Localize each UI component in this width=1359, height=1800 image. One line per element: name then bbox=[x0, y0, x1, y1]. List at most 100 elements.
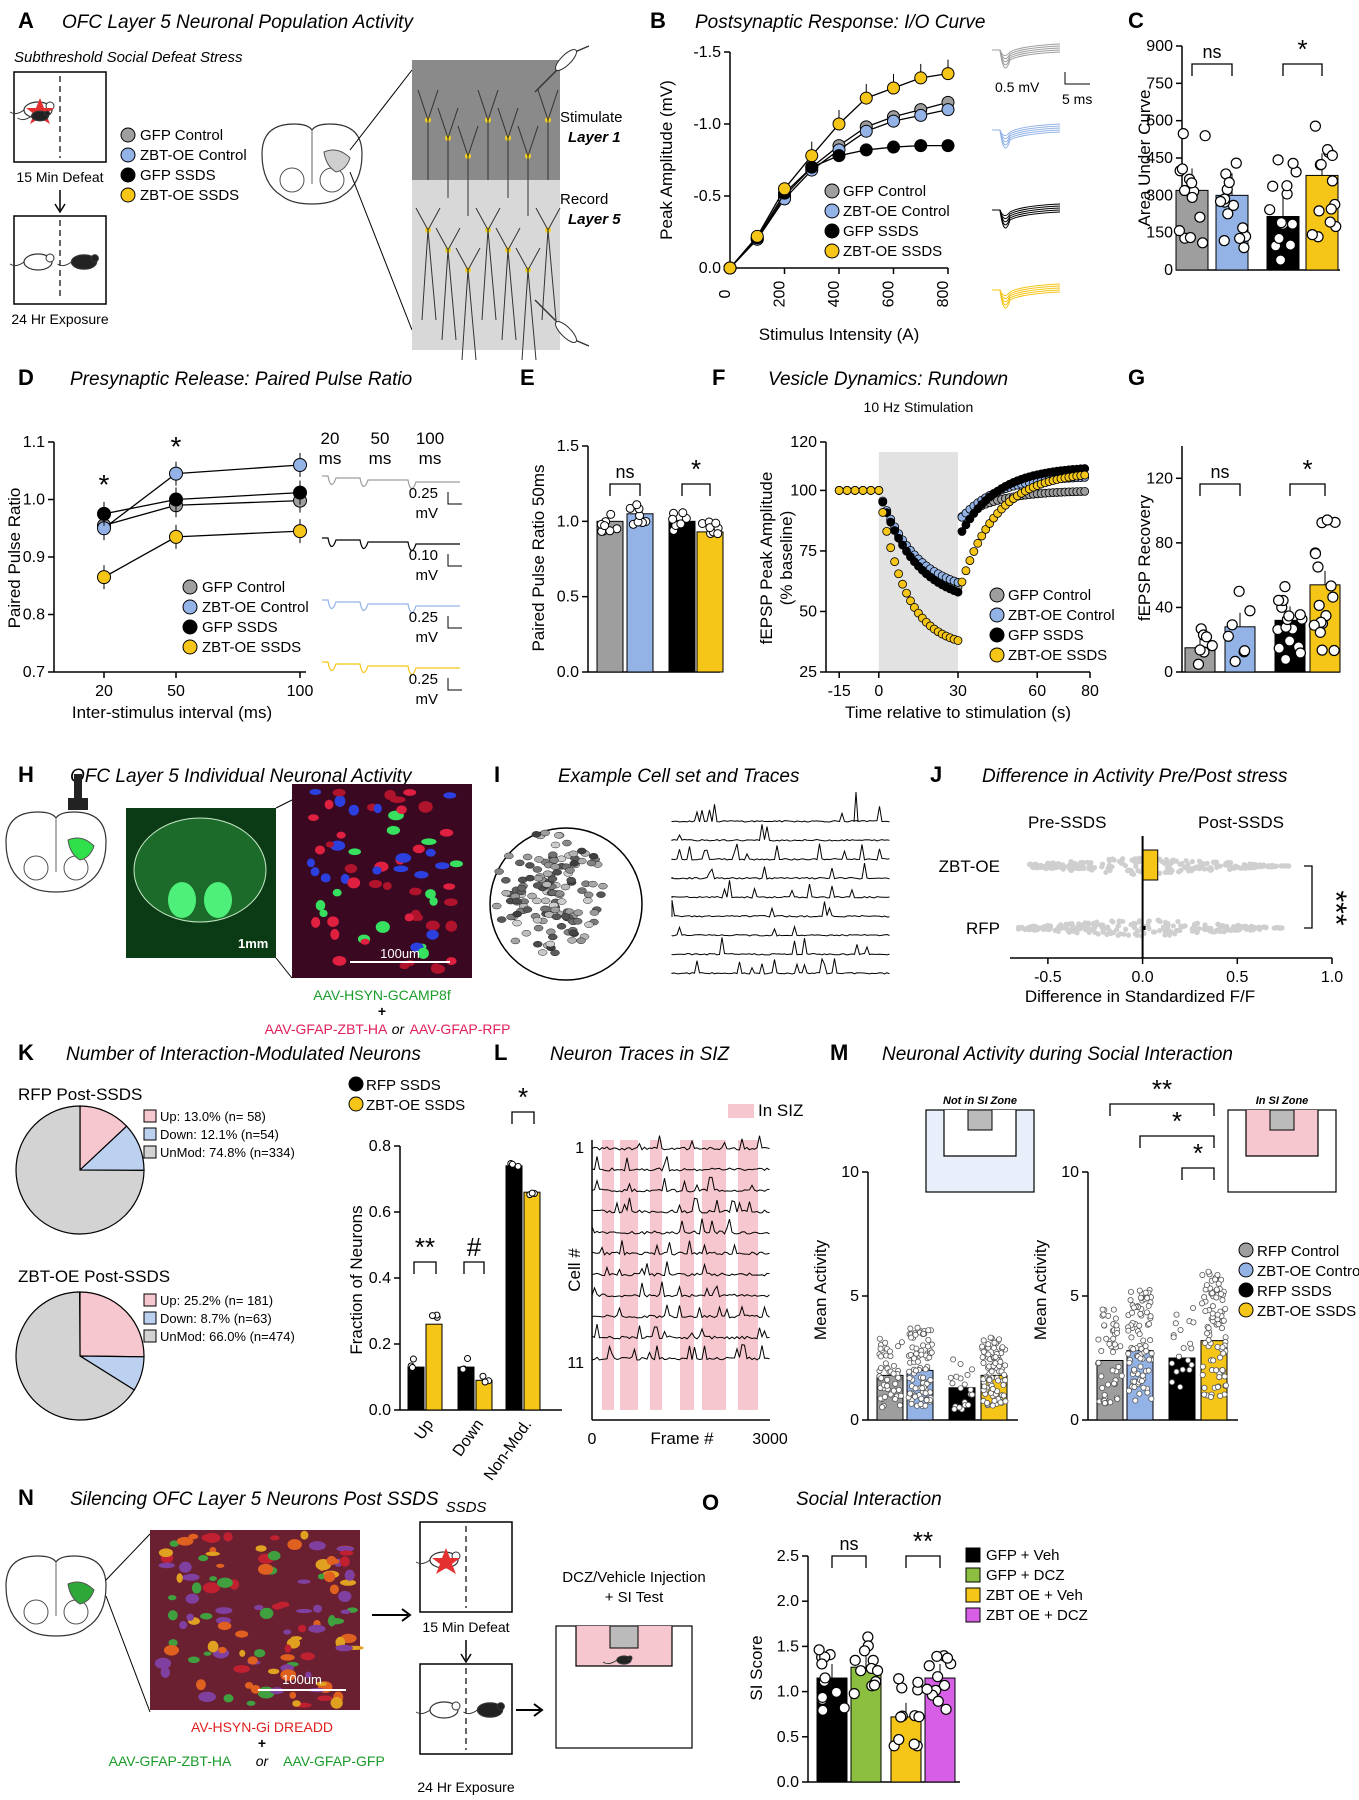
panel-i-cell bbox=[577, 847, 587, 855]
panel-m2-dot bbox=[1210, 1357, 1217, 1364]
panel-i-cell bbox=[531, 831, 542, 838]
panel-m1-dot bbox=[908, 1334, 915, 1341]
panel-n-cell bbox=[297, 1624, 307, 1633]
panel-m1-dot bbox=[989, 1402, 996, 1409]
panel-b-trace bbox=[992, 45, 1061, 60]
panel-e-y-tick-label: 1.0 bbox=[557, 513, 579, 530]
panel-m1-dot bbox=[979, 1343, 986, 1350]
panel-f-point bbox=[961, 520, 971, 530]
panel-a-subtitle: Subthreshold Social Defeat Stress bbox=[14, 49, 243, 66]
panel-d-scale-unit: mV bbox=[416, 629, 439, 646]
panel-title-F: Vesicle Dynamics: Rundown bbox=[768, 369, 1008, 390]
panel-i-cell bbox=[515, 859, 525, 867]
panel-m1-dot bbox=[920, 1330, 927, 1337]
panel-c-y-tick-label: 600 bbox=[1146, 113, 1173, 130]
panel-n-cell bbox=[292, 1700, 301, 1707]
panel-m2-dot bbox=[1128, 1309, 1135, 1316]
panel-m2-dot bbox=[1202, 1308, 1209, 1315]
panel-j-dot bbox=[1131, 924, 1137, 931]
panel-f-ylabel-1: fEPSP Peak Amplitude bbox=[757, 472, 776, 645]
panel-n-cell bbox=[201, 1534, 212, 1542]
panel-k-bar bbox=[505, 1165, 523, 1411]
panel-k-pie1-legend-label: Down: 12.1% (n=54) bbox=[160, 1127, 279, 1142]
panel-h-vector-3: AAV-GFAP-RFP bbox=[410, 1021, 511, 1037]
panel-b-legend-dot bbox=[824, 203, 840, 219]
panel-h-vector-2: AAV-GFAP-ZBT-HA bbox=[265, 1021, 388, 1037]
panel-o-legend-label: GFP + Veh bbox=[986, 1547, 1060, 1564]
panel-n-cell bbox=[323, 1571, 336, 1583]
panel-i-cell bbox=[573, 909, 583, 916]
panel-m2-dot bbox=[1203, 1282, 1210, 1289]
panel-h-cell bbox=[348, 804, 360, 816]
panel-h-cell bbox=[332, 788, 346, 797]
panel-m1-dot bbox=[912, 1385, 919, 1392]
panel-m2-dot bbox=[1137, 1363, 1144, 1370]
panel-g-dot bbox=[1279, 581, 1291, 593]
panel-m1-dot bbox=[890, 1362, 897, 1369]
panel-n-cell bbox=[267, 1550, 281, 1561]
panel-m2-dot bbox=[1111, 1341, 1118, 1348]
panel-j-dot bbox=[1076, 866, 1082, 872]
panel-h-slice-brain bbox=[133, 817, 267, 923]
panel-m2-dot bbox=[1148, 1395, 1155, 1402]
panel-f-legend-label: GFP Control bbox=[1008, 587, 1091, 604]
panel-n-cell bbox=[344, 1569, 355, 1581]
panel-n-cell bbox=[215, 1607, 233, 1615]
panel-e-dot bbox=[606, 509, 616, 519]
layer1-dendrite bbox=[477, 89, 499, 180]
panel-g-ylabel: fEPSP Recovery bbox=[1135, 494, 1154, 621]
panel-h-cell bbox=[386, 825, 401, 835]
panel-m-sig-3-bracket bbox=[1181, 1167, 1215, 1180]
panel-b-legend-dot bbox=[824, 183, 840, 199]
panel-n-cell bbox=[336, 1545, 355, 1552]
panel-d-legend-label: GFP SSDS bbox=[202, 619, 278, 636]
panel-m2-dot bbox=[1216, 1374, 1223, 1381]
panel-m2-dot bbox=[1219, 1344, 1226, 1351]
panel-j-dot bbox=[1062, 864, 1068, 870]
panel-title-M: Neuronal Activity during Social Interact… bbox=[882, 1044, 1233, 1065]
panel-m2-dot bbox=[1130, 1304, 1137, 1311]
panel-h-plus: + bbox=[378, 1003, 386, 1019]
panel-j-dot bbox=[1157, 870, 1163, 876]
panel-j-dot bbox=[1205, 925, 1212, 931]
panel-o-y-tick-label: 1.5 bbox=[777, 1638, 799, 1655]
stim-electrode-body bbox=[554, 48, 578, 72]
panel-f-point bbox=[957, 577, 967, 587]
panel-g-dot bbox=[1279, 653, 1292, 665]
panel-n-cell bbox=[217, 1621, 232, 1631]
panel-m2-dot bbox=[1131, 1366, 1138, 1373]
panel-m2-dot bbox=[1125, 1327, 1132, 1334]
panel-j-dot bbox=[1047, 860, 1053, 867]
panel-j-post-label: Post-SSDS bbox=[1198, 813, 1284, 832]
panel-h-cell bbox=[414, 870, 429, 879]
panel-k-pie2-slice bbox=[15, 1291, 136, 1421]
panel-n-cell bbox=[250, 1684, 261, 1694]
panel-a-brain-lobe-left bbox=[279, 167, 305, 193]
panel-c-y-tick-label: 450 bbox=[1146, 150, 1173, 167]
panel-m1-dot bbox=[906, 1375, 913, 1382]
panel-m2-dot bbox=[1143, 1348, 1150, 1355]
panel-m-sig-1-bracket bbox=[1109, 1103, 1215, 1116]
panel-f-y-tick-label: 120 bbox=[790, 434, 817, 451]
panel-b-point bbox=[805, 160, 819, 174]
panel-h-cell bbox=[418, 801, 433, 813]
panel-m2-dot bbox=[1172, 1320, 1179, 1327]
panel-o-dot bbox=[819, 1672, 831, 1684]
panel-n-cell bbox=[330, 1696, 343, 1709]
panel-h-cell bbox=[368, 879, 383, 889]
panel-h-cell bbox=[347, 877, 361, 889]
panel-i-cell bbox=[525, 874, 535, 882]
panel-m1-y-tick-label: 10 bbox=[841, 1164, 859, 1181]
panel-h-cell bbox=[412, 844, 425, 854]
panel-d-y-tick-label: 1.0 bbox=[23, 492, 45, 509]
panel-m2-dot bbox=[1214, 1271, 1221, 1278]
panel-title-J: Difference in Activity Pre/Post stress bbox=[982, 766, 1288, 787]
panel-d-isi-unit: ms bbox=[419, 449, 442, 468]
layer1-dendrite bbox=[517, 125, 539, 216]
panel-m1-dot bbox=[988, 1368, 995, 1375]
panel-letter-L: L bbox=[494, 1040, 507, 1065]
panel-j-dot bbox=[1115, 923, 1122, 929]
panel-m1-dot bbox=[985, 1351, 992, 1358]
panel-n-cell bbox=[308, 1624, 326, 1633]
panel-g-dot bbox=[1233, 585, 1245, 597]
